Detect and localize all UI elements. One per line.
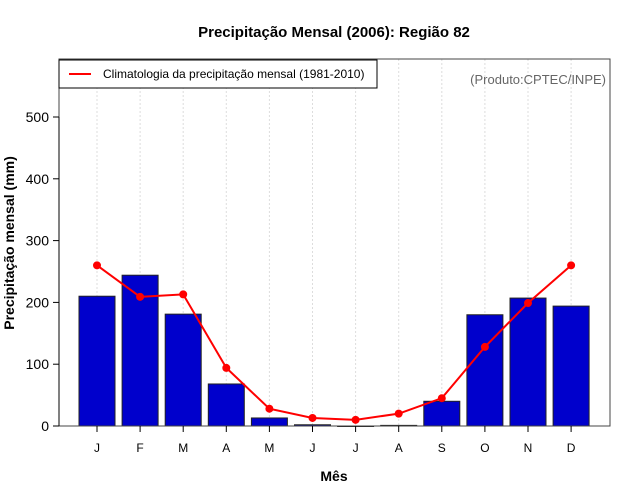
bar-9 bbox=[466, 314, 504, 427]
x-tick-label: S bbox=[438, 441, 446, 455]
climatology-point-7 bbox=[394, 409, 403, 418]
climatology-point-10 bbox=[524, 299, 532, 308]
bar-2 bbox=[164, 313, 202, 427]
climatology-line-group bbox=[93, 261, 576, 424]
climatology-point-4 bbox=[265, 404, 274, 413]
climatology-point-3 bbox=[222, 363, 231, 372]
x-tick-label: J bbox=[310, 441, 316, 455]
climatology-point-2 bbox=[179, 290, 188, 299]
y-tick-label: 500 bbox=[26, 109, 50, 125]
bars bbox=[78, 274, 590, 427]
bar-0 bbox=[78, 295, 116, 427]
x-tick-label: F bbox=[136, 441, 143, 455]
x-axis-label: Mês bbox=[320, 468, 347, 484]
y-axis-label: Precipitação mensal (mm) bbox=[1, 156, 17, 330]
bar-11 bbox=[552, 305, 590, 427]
x-tick-label: N bbox=[524, 441, 533, 455]
x-tick-label: J bbox=[353, 441, 359, 455]
legend: Climatologia da precipitação mensal (198… bbox=[58, 59, 378, 89]
climatology-point-5 bbox=[308, 413, 317, 422]
y-axis: 0 100 200 300 400 500 bbox=[26, 109, 60, 434]
bar-3 bbox=[207, 383, 245, 427]
y-tick-label: 0 bbox=[41, 418, 49, 434]
x-tick-label: A bbox=[395, 441, 403, 455]
bar-4 bbox=[250, 417, 288, 427]
x-tick-label: M bbox=[178, 441, 188, 455]
climatology-point-1 bbox=[136, 292, 145, 301]
x-tick-label: A bbox=[222, 441, 230, 455]
climatology-point-0 bbox=[93, 261, 101, 270]
legend-entry-climatology: Climatologia da precipitação mensal (198… bbox=[103, 67, 364, 81]
product-credit: (Produto:CPTEC/INPE) bbox=[470, 72, 606, 87]
climatology-point-9 bbox=[480, 342, 489, 351]
x-tick-label: M bbox=[264, 441, 274, 455]
x-tick-label: J bbox=[94, 441, 100, 455]
y-tick-label: 200 bbox=[26, 294, 50, 310]
x-tick-label: O bbox=[480, 441, 489, 455]
y-tick-label: 300 bbox=[26, 233, 50, 249]
y-tick-label: 400 bbox=[26, 171, 50, 187]
x-tick-label: D bbox=[567, 441, 576, 455]
legend-box bbox=[58, 59, 378, 89]
climatology-point-8 bbox=[437, 394, 446, 403]
climatology-point-6 bbox=[351, 415, 360, 424]
y-tick-label: 100 bbox=[26, 356, 50, 372]
climatology-line bbox=[96, 264, 572, 421]
climatology-point-11 bbox=[567, 261, 576, 270]
chart-title: Precipitação Mensal (2006): Região 82 bbox=[198, 24, 470, 41]
bar-8 bbox=[423, 400, 461, 427]
